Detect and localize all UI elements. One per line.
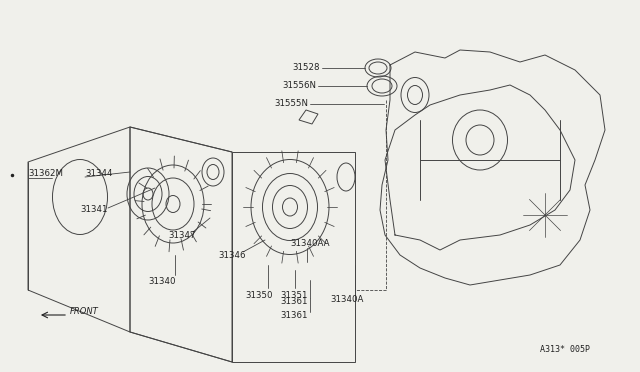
Text: 31555N: 31555N [274, 99, 308, 109]
Text: 31347: 31347 [168, 231, 195, 241]
Text: 31362M: 31362M [28, 170, 63, 179]
Text: 31340AA: 31340AA [290, 240, 330, 248]
Text: 31556N: 31556N [282, 81, 316, 90]
Text: 31344: 31344 [85, 170, 113, 179]
Text: 31346: 31346 [218, 251, 246, 260]
Text: 31341: 31341 [80, 205, 108, 215]
Text: 31528: 31528 [292, 64, 320, 73]
Text: 31340: 31340 [148, 278, 175, 286]
Text: FRONT: FRONT [70, 308, 99, 317]
Text: 31361: 31361 [280, 311, 307, 321]
Text: A313* 005P: A313* 005P [540, 345, 590, 354]
Text: 31351: 31351 [280, 292, 307, 301]
Text: 31361: 31361 [280, 298, 307, 307]
Text: 31340A: 31340A [330, 295, 364, 305]
Text: 31350: 31350 [245, 292, 273, 301]
